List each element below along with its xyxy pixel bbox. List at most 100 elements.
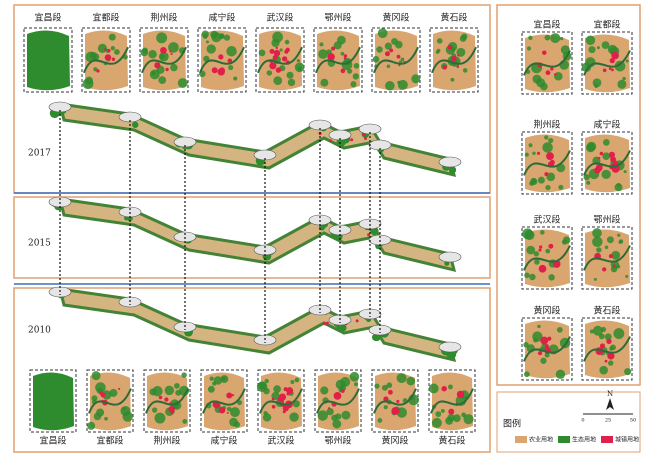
eco-patch [273,385,281,393]
scale-tick: 25 [605,418,611,424]
urban-patch [538,264,547,273]
eco-patch [586,141,597,152]
map-panel [521,317,573,381]
map-panel [581,317,633,381]
river [373,388,417,414]
urban-patch [327,53,335,61]
eco-patch [562,236,571,244]
eco-patch [613,328,625,340]
river [145,388,189,414]
urban-patch [540,336,549,345]
urban-patch [96,69,100,73]
panel-border [86,369,134,433]
eco-patch [132,121,139,128]
urban-patch [275,46,278,50]
eco-patch [341,410,351,420]
map-panel [521,131,573,195]
river [141,46,187,74]
map-panel [143,369,191,433]
eco-patch [158,76,167,84]
eco-patch [290,379,295,384]
eco-patch [294,377,300,383]
urban-patch [227,58,233,63]
panel-label: 宜都段 [92,12,119,24]
urban-patch [169,50,172,53]
urban-patch [362,133,366,137]
eco-patch [182,419,188,424]
urban-patch [218,54,224,60]
eco-patch [229,417,238,427]
urban-patch [387,389,393,395]
urban-patch [170,411,174,415]
map-panel [371,27,421,93]
urban-patch [328,407,331,410]
eco-patch [168,42,179,53]
eco-patch [461,33,468,40]
urban-patch [608,254,613,259]
urban-patch [168,406,175,413]
legend-swatch [558,436,570,443]
eco-patch [617,233,621,237]
panel-border [81,27,131,93]
urban-patch [542,50,547,55]
eco-patch [286,71,294,79]
river-strip [58,287,457,363]
panel-label: 黄冈段 [381,435,408,447]
eco-patch [256,381,268,393]
panel-label: 咸宁段 [210,435,237,447]
eco-patch [545,248,551,254]
urban-patch [385,51,390,57]
map-panel [86,369,134,433]
eco-patch [396,407,407,418]
eco-patch [548,274,555,281]
eco-patch [528,35,533,41]
eco-patch [229,407,240,418]
eco-patch [170,63,178,72]
eco-patch [148,50,157,59]
map-panel [581,226,633,290]
eco-patch [109,388,118,397]
legend-swatch [601,436,613,443]
panel-border [521,317,573,381]
eco-patch [264,378,269,384]
eco-patch [386,64,391,68]
river [373,46,419,74]
eco-patch [599,365,608,375]
urban-patch [539,245,543,249]
river-strip [58,102,457,178]
eco-patch [450,77,455,82]
river [583,336,631,362]
panel-label: 宜都段 [593,19,620,31]
eco-patch [560,36,564,41]
year-label: 2010 [28,326,51,336]
eco-patch [625,59,629,63]
urban-patch [350,138,354,142]
eco-patch [228,64,234,71]
eco-patch [108,33,116,41]
urban-patch [154,62,161,69]
eco-patch [297,66,302,71]
middle-frame [13,196,491,279]
eco-patch [96,408,105,417]
eco-patch [326,407,334,416]
panel-label: 宜昌段 [34,12,61,24]
eco-patch [349,371,360,382]
land-shape [525,134,570,193]
urban-patch [343,54,348,58]
eco-patch [102,390,112,400]
urban-patch [281,56,288,62]
eco-patch [406,376,416,386]
panel-label: 宜昌段 [39,435,66,447]
eco-patch [524,272,530,278]
urban-patch [269,62,277,70]
eco-patch [625,274,629,278]
eco-patch [347,68,353,74]
eco-patch [526,46,532,51]
eco-patch [436,38,443,44]
panel-label: 宜都段 [96,435,123,447]
marker [438,156,462,168]
panel-label: 咸宁段 [593,119,620,131]
eco-patch [381,384,388,391]
panel-label: 鄂州段 [324,435,351,447]
urban-patch [329,139,333,143]
